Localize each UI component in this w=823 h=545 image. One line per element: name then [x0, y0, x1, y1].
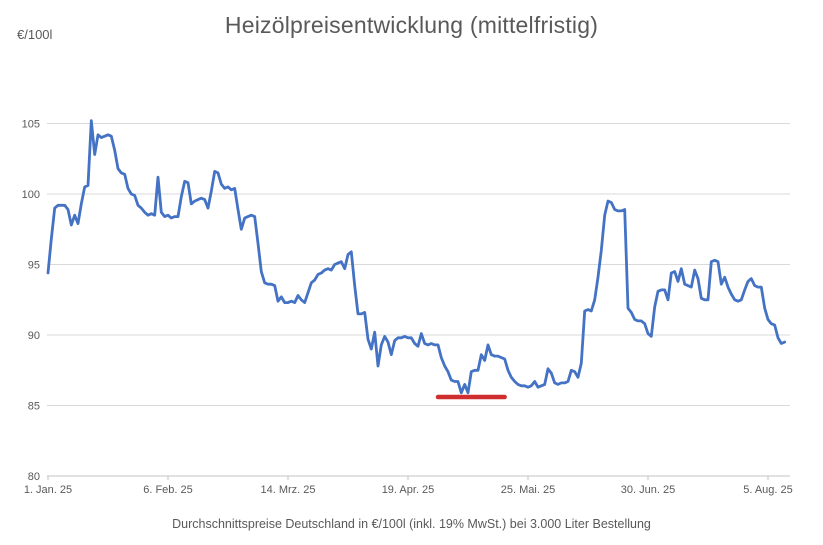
y-tick-label: 80	[28, 471, 40, 483]
price-series-line	[46, 119, 787, 395]
x-tick-label: 25. Mai. 25	[501, 484, 555, 496]
x-tick-label: 5. Aug. 25	[743, 484, 793, 496]
page-title: Heizölpreisentwicklung (mittelfristig)	[224, 12, 599, 38]
x-tick-label: 19. Apr. 25	[382, 484, 435, 496]
y-tick-label: 90	[28, 330, 40, 342]
y-tick-label: 95	[28, 260, 40, 272]
x-tick-label: 6. Feb. 25	[143, 484, 193, 496]
y-axis-unit-label: €/100l	[17, 27, 53, 42]
y-tick-label: 100	[22, 189, 40, 201]
y-tick-label: 105	[22, 119, 40, 131]
x-tick-label: 14. Mrz. 25	[260, 484, 315, 496]
y-tick-label: 85	[28, 401, 40, 413]
x-tick-label: 1. Jan. 25	[24, 484, 72, 496]
chart-footnote: Durchschnittspreise Deutschland in €/100…	[172, 517, 651, 531]
x-tick-label: 30. Jun. 25	[621, 484, 675, 496]
